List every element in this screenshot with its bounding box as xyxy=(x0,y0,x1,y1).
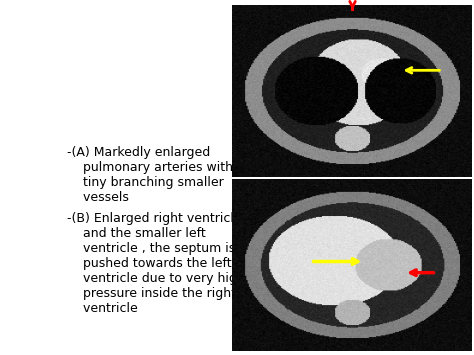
Text: -(A) Markedly enlarged
    pulmonary arteries with
    tiny branching smaller
  : -(A) Markedly enlarged pulmonary arterie… xyxy=(66,147,233,204)
Text: -(B) Enlarged right ventricle
    and the smaller left
    ventricle , the septu: -(B) Enlarged right ventricle and the sm… xyxy=(66,212,245,315)
